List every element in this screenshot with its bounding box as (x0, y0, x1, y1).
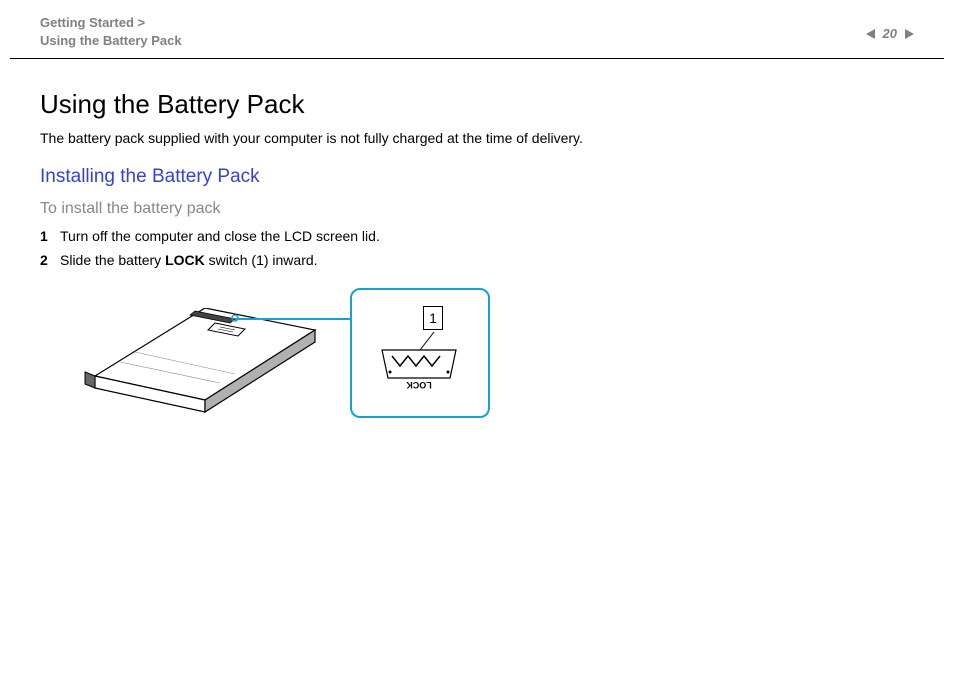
sub-heading: To install the battery pack (40, 200, 914, 218)
page-navigation: 20 (866, 26, 914, 41)
step-number: 2 (40, 252, 60, 268)
svg-text:LOCK: LOCK (406, 380, 432, 390)
main-heading: Using the Battery Pack (40, 89, 914, 120)
page-content: Using the Battery Pack The battery pack … (0, 59, 954, 428)
breadcrumb-line-2: Using the Battery Pack (40, 32, 182, 50)
instruction-figure: LOCK 1 (60, 288, 500, 428)
step-number: 1 (40, 228, 60, 244)
breadcrumb-line-1: Getting Started > (40, 14, 182, 32)
step-item: 2 Slide the battery LOCK switch (1) inwa… (40, 252, 914, 268)
next-page-arrow-icon[interactable] (905, 29, 914, 39)
prev-page-arrow-icon[interactable] (866, 29, 875, 39)
section-heading: Installing the Battery Pack (40, 166, 914, 188)
callout-line-icon (235, 318, 350, 320)
page-header: Getting Started > Using the Battery Pack… (10, 0, 944, 59)
detail-callout-box: LOCK (350, 288, 490, 418)
breadcrumb: Getting Started > Using the Battery Pack (40, 14, 182, 50)
step-text: Slide the battery LOCK switch (1) inward… (60, 252, 318, 268)
intro-paragraph: The battery pack supplied with your comp… (40, 130, 914, 146)
battery-pack-icon (60, 308, 320, 418)
page-number: 20 (883, 26, 897, 41)
step-text: Turn off the computer and close the LCD … (60, 228, 380, 244)
step-item: 1 Turn off the computer and close the LC… (40, 228, 914, 244)
lock-switch-detail-icon: LOCK (352, 290, 488, 416)
callout-number-label: 1 (423, 306, 443, 330)
